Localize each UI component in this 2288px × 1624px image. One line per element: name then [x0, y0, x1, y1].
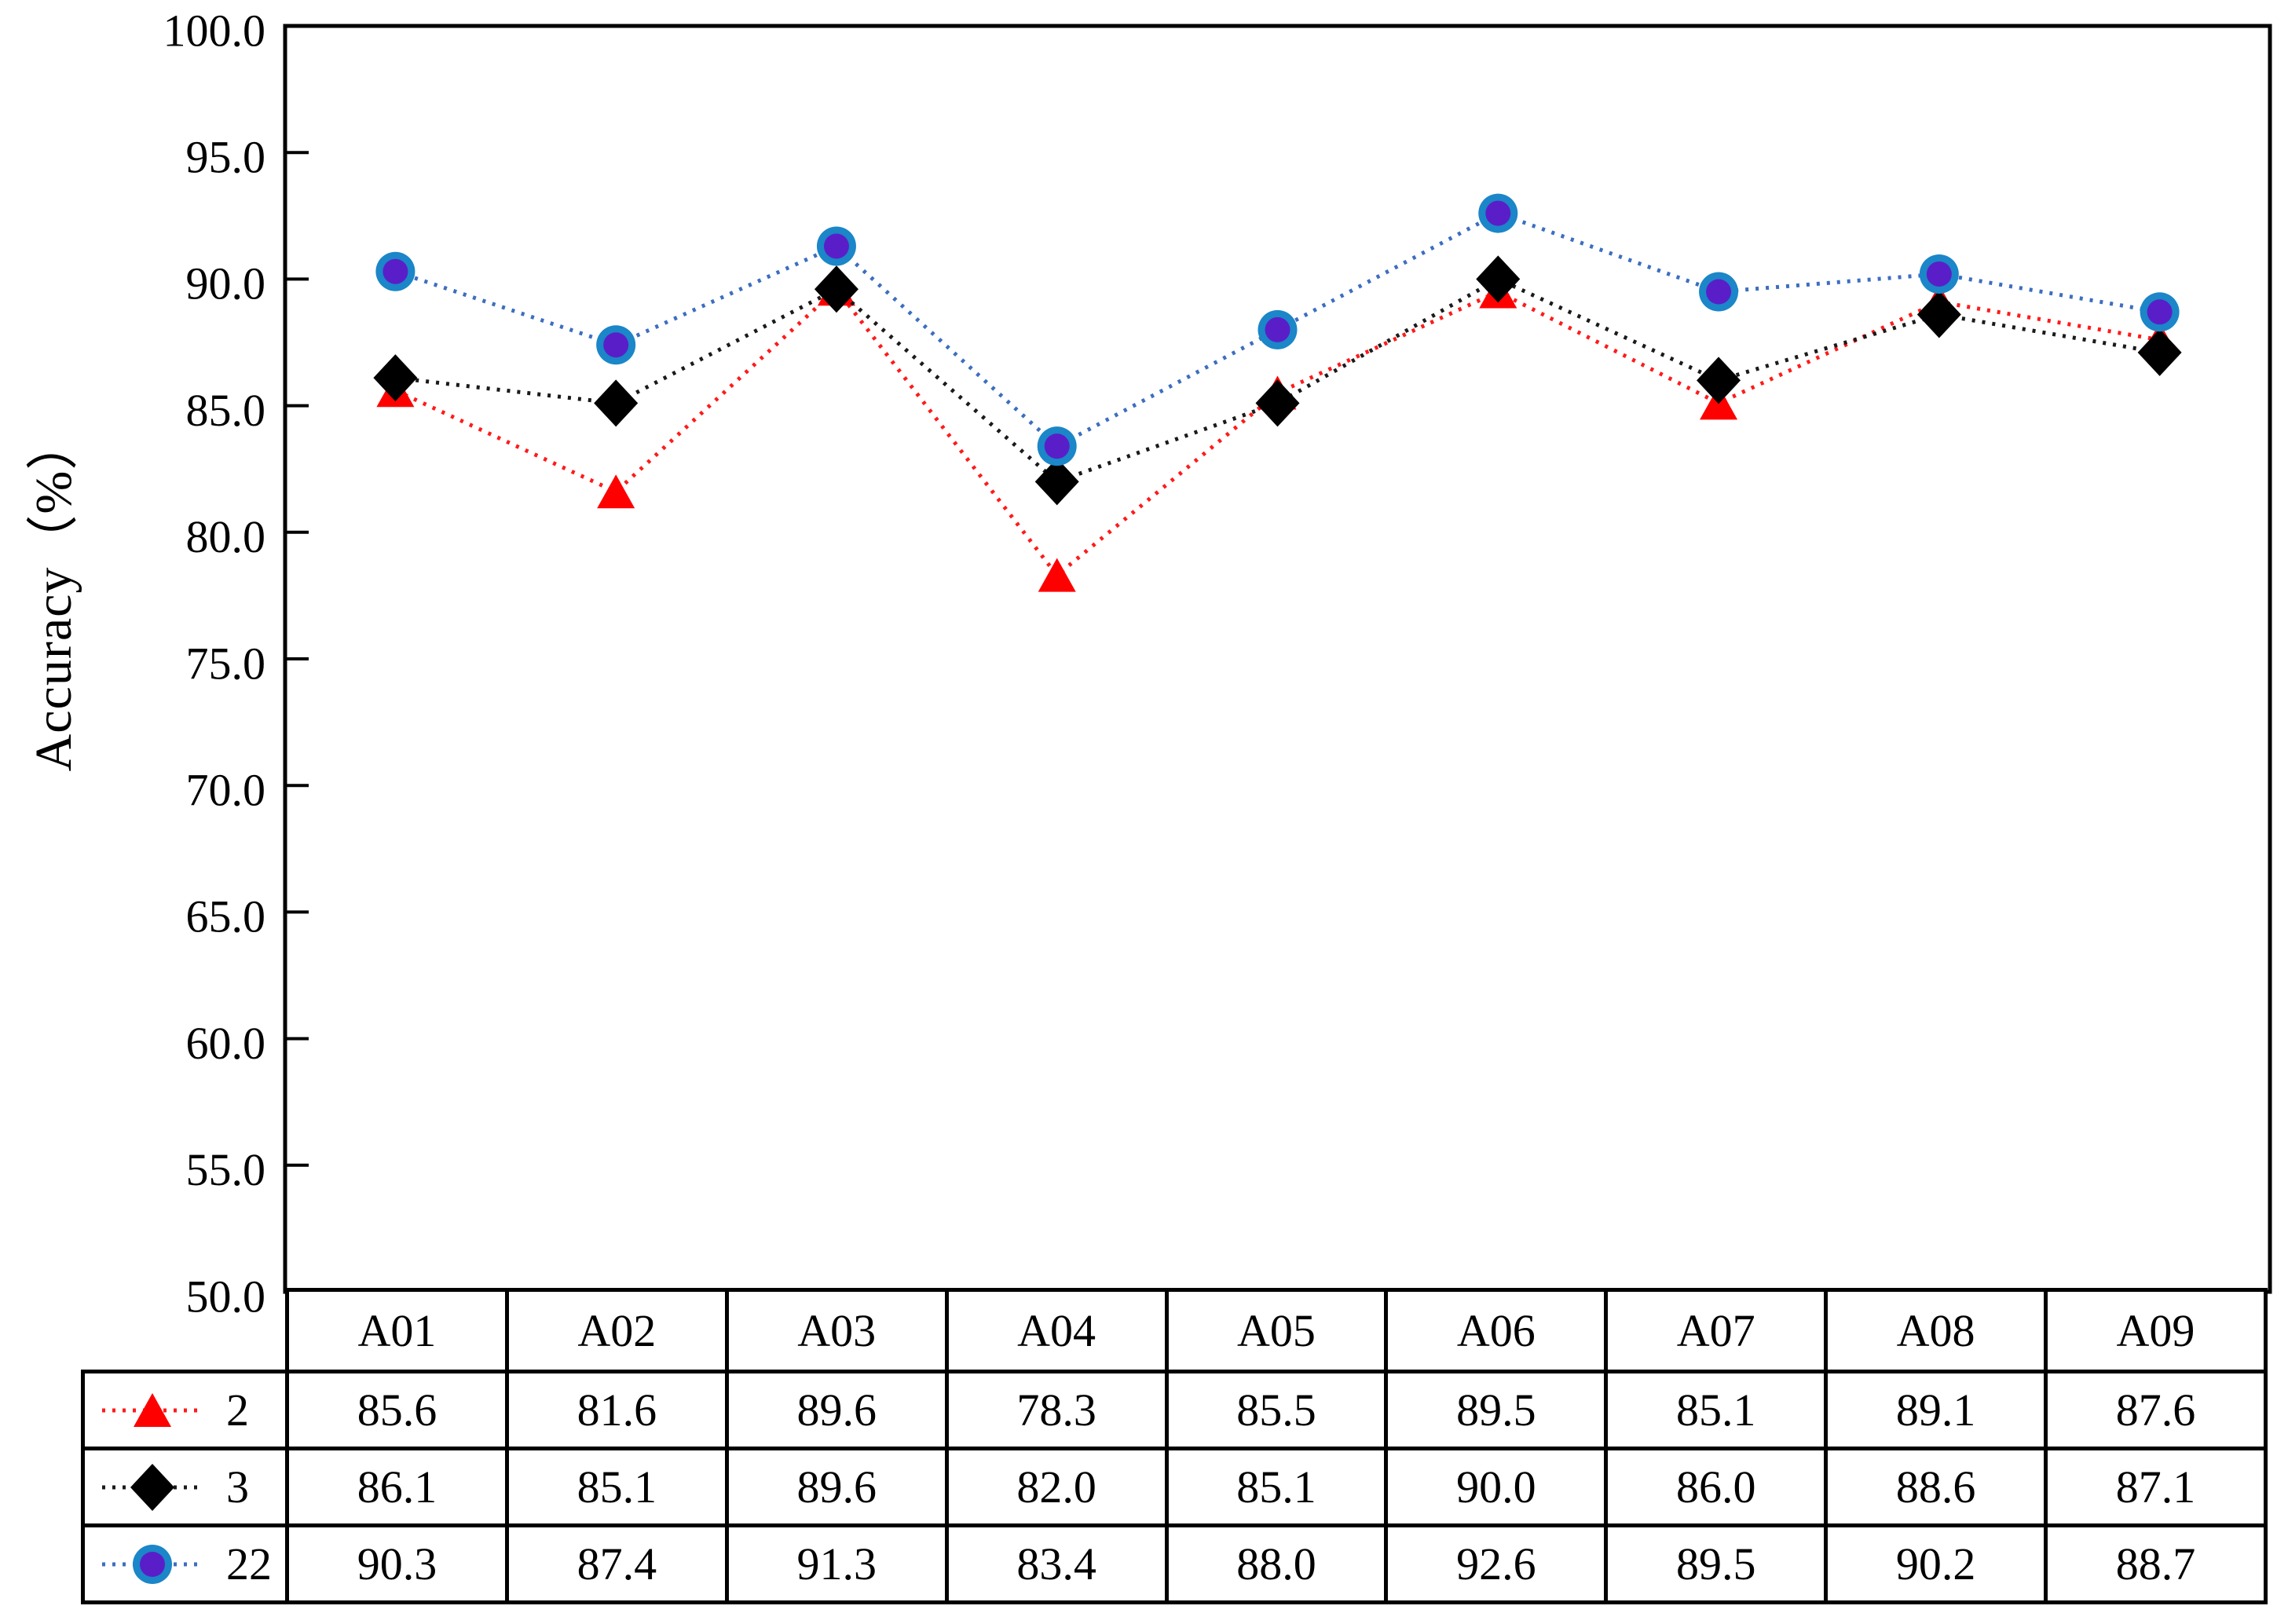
table-header-cell: A09	[2044, 1288, 2268, 1373]
diamond-marker-icon	[2137, 328, 2182, 376]
table-value-cell: 87.1	[2044, 1447, 2268, 1527]
table-value-cell: 90.0	[1384, 1447, 1609, 1527]
table-value-cell: 87.4	[504, 1523, 729, 1604]
table-row-series-2: 2 85.6 81.6 89.6 78.3 85.5 89.5 85.1 89.1 87.6	[81, 1370, 2268, 1450]
table-value-cell: 83.4	[944, 1523, 1169, 1604]
table-value-cell: 92.6	[1384, 1523, 1609, 1604]
table-value-cell: 85.1	[1604, 1370, 1829, 1450]
circle-marker-core-icon	[1706, 279, 1732, 305]
table-value-cell: 89.5	[1604, 1523, 1829, 1604]
table-header-cell: A07	[1604, 1288, 1829, 1373]
table-header-cell: A01	[285, 1288, 509, 1373]
legend-key: 2	[85, 1382, 285, 1439]
table-value-cell: 89.6	[724, 1370, 949, 1450]
series-label: 22	[226, 1538, 272, 1589]
diamond-marker-icon	[1916, 291, 1961, 338]
legend-cell: 3	[81, 1447, 289, 1527]
circle-marker-core-icon	[140, 1551, 165, 1577]
y-tick-label: 100.0	[163, 5, 266, 56]
table-value-cell: 87.6	[2044, 1370, 2268, 1450]
plot-border	[283, 24, 2272, 1294]
y-tick-label: 95.0	[186, 132, 266, 183]
legend-key: 3	[85, 1459, 285, 1516]
y-tick-label: 90.0	[186, 258, 266, 309]
circle-marker-core-icon	[383, 258, 408, 284]
diamond-marker-icon	[814, 265, 858, 313]
y-tick-label: 55.0	[186, 1144, 266, 1195]
table-value-cell: 89.6	[724, 1447, 949, 1527]
table-value-cell: 90.2	[1824, 1523, 2048, 1604]
table-value-cell: 85.1	[1164, 1447, 1389, 1527]
table-value-cell: 90.3	[285, 1523, 509, 1604]
triangle-marker-icon	[597, 474, 635, 509]
circle-marker-core-icon	[1485, 200, 1511, 226]
series-label: 3	[226, 1461, 249, 1512]
y-tick-label: 70.0	[186, 765, 266, 816]
diamond-marker-icon	[1697, 357, 1741, 404]
table-value-cell: 91.3	[724, 1523, 949, 1604]
y-tick-label: 65.0	[186, 891, 266, 942]
legend-key: 22	[85, 1536, 285, 1593]
triangle-marker-icon	[134, 1392, 171, 1427]
table-header-cell: A03	[724, 1288, 949, 1373]
table-row-series-22: 22 90.3 87.4 91.3 83.4 88.0 92.6 89.5 90.2 88.7	[81, 1523, 2268, 1604]
table-value-cell: 89.1	[1824, 1370, 2048, 1450]
diamond-marker-icon	[1255, 379, 1300, 427]
y-tick-label: 85.0	[186, 385, 266, 436]
legend-marker-icon	[102, 1463, 203, 1511]
table-value-cell: 81.6	[504, 1370, 729, 1450]
y-tick-label: 60.0	[186, 1018, 266, 1069]
legend-cell: 22	[81, 1523, 289, 1604]
table-value-cell: 78.3	[944, 1370, 1169, 1450]
legend-cell: 2	[81, 1370, 289, 1450]
y-axis-title: Accuracy（%）	[25, 417, 82, 772]
y-tick-label: 50.0	[186, 1271, 266, 1322]
table-value-cell: 85.6	[285, 1370, 509, 1450]
table-value-cell: 86.0	[1604, 1447, 1829, 1527]
diamond-marker-icon	[1476, 255, 1521, 303]
triangle-marker-icon	[1038, 558, 1076, 592]
legend-marker-icon	[102, 1392, 203, 1427]
table-row-series-3: 3 86.1 85.1 89.6 82.0 85.1 90.0 86.0 88.6 87.1	[81, 1447, 2268, 1527]
diamond-marker-icon	[594, 379, 639, 427]
circle-marker-core-icon	[1044, 433, 1070, 459]
diamond-marker-icon	[1034, 458, 1079, 506]
table-header-cell: A05	[1164, 1288, 1389, 1373]
table-value-cell: 85.1	[504, 1447, 729, 1527]
table-header-cell: A06	[1384, 1288, 1609, 1373]
table-header-row: A01 A02 A03 A04 A05 A06 A07 A08 A09	[83, 1288, 2268, 1373]
table-value-cell: 88.6	[1824, 1447, 2048, 1527]
diamond-marker-icon	[130, 1463, 174, 1511]
table-value-cell: 88.0	[1164, 1523, 1389, 1604]
table-corner-cell	[83, 1290, 287, 1372]
legend-marker-icon	[102, 1544, 203, 1584]
table-header-cell: A04	[944, 1288, 1169, 1373]
table-value-cell: 82.0	[944, 1447, 1169, 1527]
table-header-cell: A02	[504, 1288, 729, 1373]
y-tick-label: 80.0	[186, 511, 266, 562]
circle-marker-core-icon	[603, 332, 629, 358]
diamond-marker-icon	[373, 354, 418, 402]
circle-marker-core-icon	[1926, 261, 1952, 287]
data-table: A01 A02 A03 A04 A05 A06 A07 A08 A09 2 85.6 81.6 89.6…	[81, 1288, 2268, 1604]
table-value-cell: 88.7	[2044, 1523, 2268, 1604]
table-value-cell: 86.1	[285, 1447, 509, 1527]
y-tick-label: 75.0	[186, 638, 266, 689]
series-line-3	[395, 276, 2161, 485]
table-value-cell: 89.5	[1384, 1370, 1609, 1450]
circle-marker-core-icon	[823, 233, 849, 259]
circle-marker-core-icon	[1265, 316, 1290, 342]
series-label: 2	[226, 1384, 249, 1436]
circle-marker-core-icon	[2147, 299, 2173, 325]
table-header-cell: A08	[1824, 1288, 2048, 1373]
table-value-cell: 85.5	[1164, 1370, 1389, 1450]
